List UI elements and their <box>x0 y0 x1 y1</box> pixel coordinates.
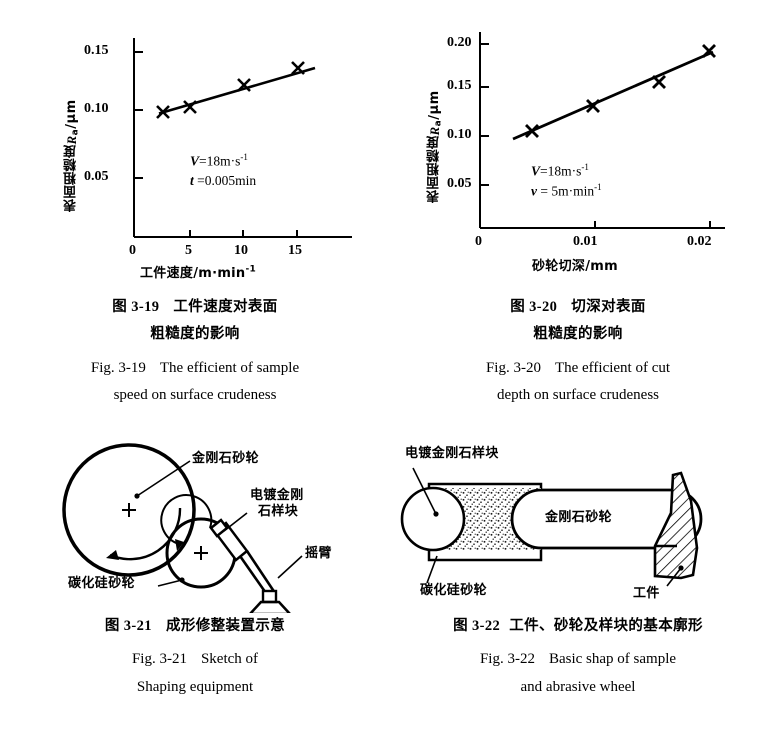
chart-3-20-xtick-0.01: 0.01 <box>573 234 598 249</box>
label-diamond-wheel: 金刚石砂轮 <box>545 510 613 525</box>
chart-3-19-xtick-10: 10 <box>234 243 248 258</box>
chart-3-20-ytick-0.15: 0.15 <box>447 78 472 93</box>
caption-3-19-en-line-2: speed on surface crudeness <box>113 387 277 404</box>
caption-3-22-en-line-1: Fig. 3-22 Basic shap of sample <box>479 650 677 667</box>
chart-3-19-data-markers <box>156 61 305 119</box>
chart-3-19-annot-line-1: V=18m·s-1 <box>190 152 248 169</box>
workpiece-body <box>653 471 699 580</box>
chart-3-20-trendline <box>512 50 714 141</box>
chart-3-20-xtick-0.02: 0.02 <box>687 234 712 249</box>
caption-3-20-en-line-2: depth on surface crudeness <box>496 387 660 404</box>
chart-3-20-x-ticks <box>594 221 711 228</box>
chart-3-19-xtick-0: 0 <box>129 243 136 258</box>
chart-3-19-x-ticks <box>189 230 298 237</box>
chart-3-19-plot <box>133 38 352 238</box>
rocker-arm-stand <box>249 600 291 613</box>
caption-3-19-en-line-1: Fig. 3-19 The efficient of sample <box>90 360 300 377</box>
chart-3-20-xtick-0: 0 <box>475 234 482 249</box>
chart-3-20-y-ticks <box>480 43 489 186</box>
caption-3-20-cn-line-2: 粗糙度的影响 <box>533 325 623 342</box>
caption-3-22-cn-line-1: 图 3-22 工件、砂轮及样块的基本廓形 <box>453 618 703 634</box>
caption-3-21-en-line-2: Shaping equipment <box>136 678 254 695</box>
chart-3-19-xtick-5: 5 <box>185 243 192 258</box>
chart-3-20-data-markers <box>525 44 716 138</box>
diagram-fig-3-22: 电镀金刚石样块 金刚石砂轮 碳化硅砂轮 工件 <box>385 428 771 613</box>
chart-3-19-x-axis-label: 工件速度/m·min-1 <box>140 264 257 281</box>
caption-fig-3-21: 图 3-21 成形修整装置示意 Fig. 3-21 Sketch of Shapin… <box>0 616 390 698</box>
chart-3-20-annot-line-2: v = 5m·min-1 <box>531 182 602 199</box>
caption-3-21-en-line-1: Fig. 3-21 Sketch of <box>131 650 259 667</box>
diagram-3-22-leader-dots <box>433 511 684 571</box>
chart-3-19-axes <box>133 38 352 238</box>
diagram-3-21-leader-lines <box>136 460 303 587</box>
caption-3-20-en-line-1: Fig. 3-20 The efficient of cut <box>485 360 671 377</box>
diagram-3-22-leader-lines <box>412 467 682 587</box>
label-sic-wheel: 碳化硅砂轮 <box>68 576 136 591</box>
chart-3-20-ytick-0.20: 0.20 <box>447 35 472 50</box>
label-plated-sample-line-1: 电镀金刚 <box>250 488 304 503</box>
chart-3-19-xtick-15: 15 <box>288 243 302 258</box>
caption-3-22-en-line-2: and abrasive wheel <box>520 678 636 695</box>
diagram-3-22-drawing <box>400 467 703 587</box>
plated-sample-circle <box>400 486 466 552</box>
caption-fig-3-19: 图 3-19 工件速度对表面 粗糙度的影响 Fig. 3-19 The effici… <box>0 297 390 407</box>
diamond-wheel-circle <box>62 443 196 577</box>
chart-3-20-plot <box>479 32 725 229</box>
chart-3-19-annot-line-2: t =0.005min <box>190 173 257 189</box>
caption-fig-3-22: 图 3-22 工件、砂轮及样块的基本廓形 Fig. 3-22 Basic shap … <box>385 616 771 698</box>
label-plated-sample: 电镀金刚 石样块 <box>250 488 304 521</box>
label-diamond-wheel: 金刚石砂轮 <box>192 451 260 466</box>
chart-3-20-x-axis-label: 砂轮切深/mm <box>532 259 618 274</box>
chart-3-20-annotation: V=18m·s-1 v = 5m·min-1 <box>531 161 602 201</box>
chart-3-20-annot-line-1: V=18m·s-1 <box>531 162 589 179</box>
rocker-arm <box>238 550 277 597</box>
sic-wheel-rotation-arrow <box>160 494 213 545</box>
chart-3-19-annotation: V=18m·s-1 t =0.005min <box>190 151 256 191</box>
chart-fig-3-19: 表面粗糙度Ra/μm 0.15 0.10 0.05 0 5 10 15 工件速度… <box>0 0 385 285</box>
chart-3-19-y-ticks <box>134 51 143 179</box>
sic-wheel-arrow-head <box>175 539 184 551</box>
chart-3-19-ytick-0.10: 0.10 <box>84 101 109 116</box>
chart-fig-3-20: 表面粗糙度Ra/μm 0.20 0.15 0.10 0.05 0 0.01 0.… <box>385 0 771 285</box>
label-workpiece: 工件 <box>633 586 660 601</box>
diamond-wheel-arrow-head <box>106 550 119 560</box>
chart-3-19-ytick-0.05: 0.05 <box>84 169 109 184</box>
sic-wheel-center-mark <box>194 546 208 560</box>
diagram-3-21-drawing <box>62 443 303 613</box>
caption-3-19-cn-line-2: 粗糙度的影响 <box>150 325 240 342</box>
chart-3-20-ytick-0.05: 0.05 <box>447 176 472 191</box>
caption-3-19-cn-line-1: 图 3-19 工件速度对表面 <box>112 299 278 315</box>
label-plated-sample: 电镀金刚石样块 <box>405 446 499 461</box>
chart-3-19-ytick-0.15: 0.15 <box>84 43 109 58</box>
label-sic-wheel: 碳化硅砂轮 <box>420 583 488 598</box>
diamond-wheel-center-mark <box>122 503 136 517</box>
chart-3-20-ytick-0.10: 0.10 <box>447 127 472 142</box>
caption-fig-3-20: 图 3-20 切深对表面 粗糙度的影响 Fig. 3-20 The efficien… <box>385 297 771 407</box>
caption-3-20-cn-line-1: 图 3-20 切深对表面 <box>510 299 646 315</box>
label-rocker-arm: 摇臂 <box>305 546 332 561</box>
chart-3-20-axes <box>479 32 725 229</box>
chart-3-19-trendline <box>158 66 316 115</box>
diagram-3-21-leader-dots <box>134 493 185 583</box>
diagram-fig-3-21: 金刚石砂轮 电镀金刚 石样块 摇臂 碳化硅砂轮 <box>0 428 390 613</box>
diamond-wheel-rotation-arrow <box>109 507 182 561</box>
caption-3-21-cn-line-1: 图 3-21 成形修整装置示意 <box>104 618 286 634</box>
label-plated-sample-line-2: 石样块 <box>258 504 299 520</box>
rocker-arm-pivot <box>261 589 278 604</box>
